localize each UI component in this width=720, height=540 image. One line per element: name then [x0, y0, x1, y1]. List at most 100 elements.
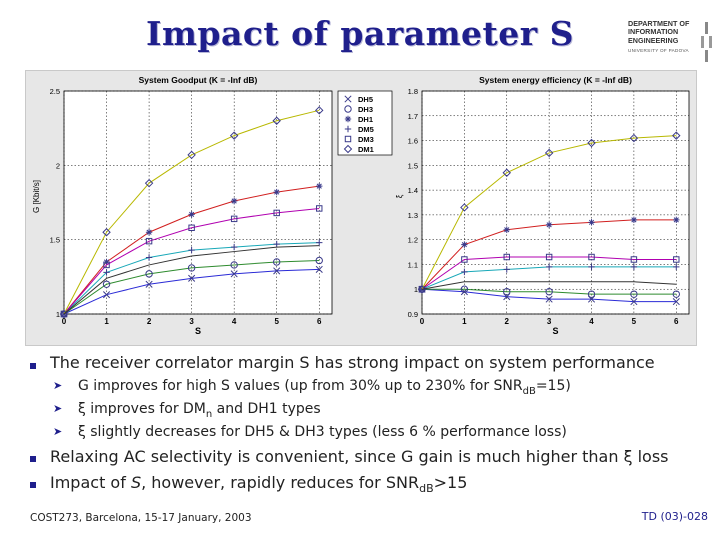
plot-area: [421, 90, 690, 315]
data-point: [503, 266, 510, 273]
figure-panel: 0 1 2 3 4 5 6 1 1.5 2 2.5 S G [Kbit/s] System Goodput…: [25, 70, 697, 346]
data-point: [230, 243, 238, 251]
x-tick-label: 6: [317, 317, 322, 326]
data-point: [188, 211, 195, 218]
data-point: [461, 256, 468, 263]
bullet-1-sub-2: ξ improves for DMn and DH1 types: [78, 401, 321, 420]
data-point: [145, 254, 153, 261]
data-point: [545, 263, 553, 271]
legend-box: [337, 90, 393, 156]
data-point: [103, 261, 110, 269]
x-tick-label: 5: [274, 317, 279, 326]
bullet-3: Impact of S, however, rapidly reduces fo…: [50, 473, 467, 495]
data-point: [59, 309, 69, 319]
data-point: [316, 239, 323, 246]
data-point: [102, 280, 111, 288]
data-point: [460, 203, 469, 212]
y-tick-label: 2.5: [50, 87, 60, 96]
chart-figure: 0 1 2 3 4 5 611.522.5SG [Kbit/s]System Goodput…: [32, 75, 690, 336]
y-tick-label: 2: [56, 161, 60, 170]
legend-label: DH5: [358, 95, 373, 104]
data-point: [630, 256, 638, 263]
bullet-text: , however, rapidly reduces for SNR: [141, 473, 420, 492]
bullet-2: Relaxing AC selectivity is convenient, s…: [50, 447, 669, 466]
arrow-bullet-icon: ➤: [53, 379, 63, 392]
bullet-text: Impact of: [50, 473, 131, 492]
slide-title: Impact of parameter S: [146, 14, 574, 53]
series-line: [63, 245, 320, 315]
data-point: [503, 253, 510, 261]
legend-marker: [344, 95, 352, 103]
data-point: [630, 290, 638, 298]
bullet-text: ξ improves for DM: [78, 401, 206, 417]
x-tick-label: 6: [674, 317, 679, 326]
data-point: [315, 256, 323, 265]
logo-line-3: ENGINEERING: [628, 35, 679, 45]
data-point: [545, 253, 553, 261]
data-point: [545, 221, 553, 228]
x-axis-label: S: [195, 326, 201, 336]
data-point: [145, 237, 153, 245]
bullet-subscript: dB: [522, 385, 536, 397]
y-tick-label: 1.8: [408, 87, 418, 96]
data-point: [188, 224, 195, 231]
bullet-1-sub-1: G improves for high S values (up from 30…: [78, 378, 571, 397]
y-tick-label: 1.6: [408, 137, 418, 146]
bullet-1-sub-3: ξ slightly decreases for DH5 & DH3 types…: [78, 424, 567, 440]
data-point: [587, 138, 596, 148]
data-point: [629, 133, 639, 143]
data-point: [545, 295, 553, 303]
y-tick-label: 1.7: [408, 112, 418, 121]
bullet-text: and DH1 types: [212, 401, 321, 417]
bullet-italic: S: [130, 473, 142, 492]
data-point: [587, 290, 596, 298]
data-point: [230, 215, 238, 223]
data-point: [672, 131, 681, 140]
y-tick-label: 1.2: [408, 236, 418, 245]
series-line: [63, 259, 320, 315]
data-point: [60, 310, 68, 318]
data-point: [588, 219, 595, 226]
series-line: [63, 109, 320, 315]
data-point: [630, 216, 638, 224]
data-point: [503, 288, 511, 296]
data-point: [544, 148, 554, 158]
x-tick-label: 1: [104, 317, 109, 326]
data-point: [545, 288, 553, 296]
legend-marker: [344, 135, 352, 143]
bullet-text: Relaxing AC selectivity is convenient, s…: [50, 447, 669, 466]
series-line: [421, 135, 677, 290]
bullet-square-icon: [30, 363, 36, 369]
x-tick-label: 1: [462, 317, 467, 326]
x-tick-label: 0: [420, 317, 425, 326]
legend-marker: [344, 125, 352, 133]
data-point: [673, 263, 680, 271]
data-point: [103, 269, 110, 276]
y-tick-label: 1.1: [408, 260, 418, 269]
series-line: [421, 256, 677, 290]
legend-marker: [344, 115, 352, 123]
x-axis-label: S: [552, 326, 558, 336]
chart-title: System energy efficiency (K = -Inf dB): [479, 75, 632, 85]
data-point: [230, 197, 238, 205]
data-point: [461, 241, 468, 248]
bullet-text: G improves for high S values (up from 30…: [78, 378, 523, 394]
legend-label: DM3: [358, 135, 374, 144]
data-point: [145, 280, 153, 288]
y-tick-label: 1.3: [408, 211, 418, 220]
data-point: [273, 188, 280, 196]
y-tick-label: 1.5: [50, 236, 60, 245]
data-point: [273, 209, 280, 217]
bullet-text: ξ slightly decreases for DH5 & DH3 types…: [78, 424, 567, 440]
data-point: [588, 253, 595, 261]
x-tick-label: 4: [232, 317, 237, 326]
legend-label: DM5: [358, 125, 374, 134]
y-tick-label: 1.4: [408, 186, 418, 195]
series-line: [422, 288, 677, 295]
data-point: [316, 205, 323, 212]
bullet-text: =15): [535, 378, 571, 394]
data-point: [188, 274, 196, 282]
data-point: [272, 258, 281, 266]
legend-label: DH3: [358, 105, 373, 114]
logo-line-2: INFORMATION: [628, 27, 679, 37]
